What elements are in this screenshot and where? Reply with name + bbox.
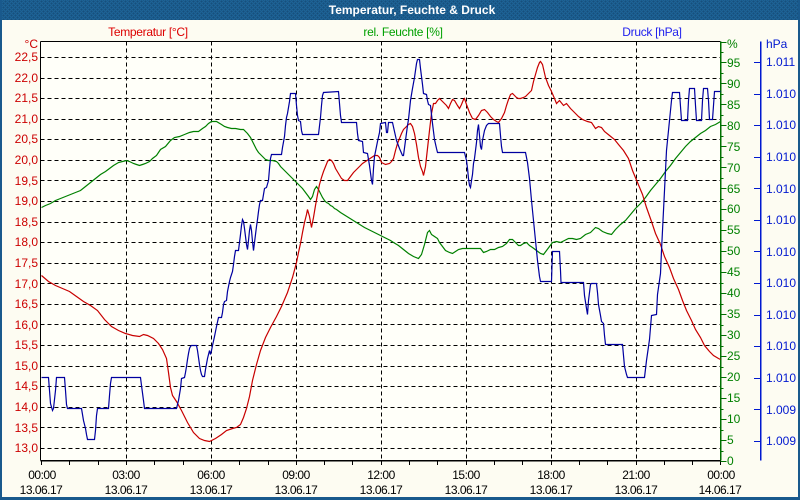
svg-text:22,5: 22,5: [15, 50, 39, 64]
svg-text:13.06.17: 13.06.17: [530, 483, 574, 497]
svg-text:55: 55: [727, 223, 741, 237]
svg-text:35: 35: [727, 307, 741, 321]
svg-text:5: 5: [727, 433, 734, 447]
svg-text:10: 10: [727, 412, 741, 426]
svg-text:15,5: 15,5: [15, 338, 39, 352]
svg-text:1.010: 1.010: [766, 276, 796, 290]
svg-text:1.010: 1.010: [766, 87, 796, 101]
svg-text:21,5: 21,5: [15, 91, 39, 105]
svg-text:14,5: 14,5: [15, 379, 39, 393]
svg-text:rel. Feuchte [%]: rel. Feuchte [%]: [363, 25, 442, 39]
svg-text:45: 45: [727, 265, 741, 279]
svg-text:13.06.17: 13.06.17: [275, 483, 319, 497]
svg-text:30: 30: [727, 328, 741, 342]
svg-text:°C: °C: [25, 37, 39, 51]
svg-text:16,5: 16,5: [15, 297, 39, 311]
svg-text:14.06.17: 14.06.17: [699, 483, 743, 497]
svg-text:1.010: 1.010: [766, 213, 796, 227]
svg-text:18,0: 18,0: [15, 235, 39, 249]
svg-text:21,0: 21,0: [15, 112, 39, 126]
svg-text:1.010: 1.010: [766, 371, 796, 385]
svg-text:65: 65: [727, 182, 741, 196]
svg-text:20,0: 20,0: [15, 153, 39, 167]
svg-text:13.06.17: 13.06.17: [105, 483, 149, 497]
svg-text:18:00: 18:00: [537, 468, 565, 482]
svg-text:22,0: 22,0: [15, 71, 39, 85]
svg-text:20,5: 20,5: [15, 132, 39, 146]
svg-text:13.06.17: 13.06.17: [20, 483, 64, 497]
svg-text:14,0: 14,0: [15, 400, 39, 414]
svg-text:16,0: 16,0: [15, 318, 39, 332]
svg-text:13.06.17: 13.06.17: [615, 483, 659, 497]
svg-text:06:00: 06:00: [197, 468, 225, 482]
svg-text:80: 80: [727, 119, 741, 133]
svg-text:90: 90: [727, 77, 741, 91]
svg-text:15: 15: [727, 391, 741, 405]
svg-text:13,0: 13,0: [15, 441, 39, 455]
svg-text:21:00: 21:00: [622, 468, 650, 482]
svg-text:09:00: 09:00: [282, 468, 310, 482]
svg-text:13.06.17: 13.06.17: [445, 483, 489, 497]
svg-text:03:00: 03:00: [112, 468, 140, 482]
svg-text:70: 70: [727, 161, 741, 175]
svg-text:25: 25: [727, 349, 741, 363]
svg-text:17,0: 17,0: [15, 277, 39, 291]
svg-text:13,5: 13,5: [15, 421, 39, 435]
svg-text:1.011: 1.011: [766, 55, 795, 69]
svg-text:13.06.17: 13.06.17: [190, 483, 234, 497]
svg-text:1.010: 1.010: [766, 182, 796, 196]
svg-text:60: 60: [727, 202, 741, 216]
svg-text:1.010: 1.010: [766, 339, 796, 353]
svg-text:50: 50: [727, 244, 741, 258]
svg-text:1.010: 1.010: [766, 245, 796, 259]
svg-text:Druck [hPa]: Druck [hPa]: [622, 25, 681, 39]
svg-text:95: 95: [727, 56, 741, 70]
svg-text:1.010: 1.010: [766, 150, 796, 164]
svg-text:00:00: 00:00: [28, 468, 56, 482]
svg-text:1.009: 1.009: [766, 403, 796, 417]
svg-text:19,5: 19,5: [15, 174, 39, 188]
svg-text:13.06.17: 13.06.17: [360, 483, 404, 497]
svg-text:hPa: hPa: [766, 37, 788, 51]
svg-text:0: 0: [727, 454, 734, 468]
svg-text:00:00: 00:00: [707, 468, 735, 482]
svg-text:Temperatur [°C]: Temperatur [°C]: [108, 25, 188, 39]
svg-text:12:00: 12:00: [367, 468, 395, 482]
svg-text:75: 75: [727, 140, 741, 154]
svg-text:18,5: 18,5: [15, 215, 39, 229]
svg-text:15:00: 15:00: [452, 468, 480, 482]
svg-text:1.010: 1.010: [766, 118, 796, 132]
svg-text:40: 40: [727, 286, 741, 300]
svg-text:%: %: [727, 37, 738, 51]
svg-text:19,0: 19,0: [15, 194, 39, 208]
svg-text:1.010: 1.010: [766, 308, 796, 322]
svg-text:15,0: 15,0: [15, 359, 39, 373]
svg-text:85: 85: [727, 98, 741, 112]
svg-text:20: 20: [727, 370, 741, 384]
svg-text:17,5: 17,5: [15, 256, 39, 270]
svg-text:1.009: 1.009: [766, 434, 796, 448]
